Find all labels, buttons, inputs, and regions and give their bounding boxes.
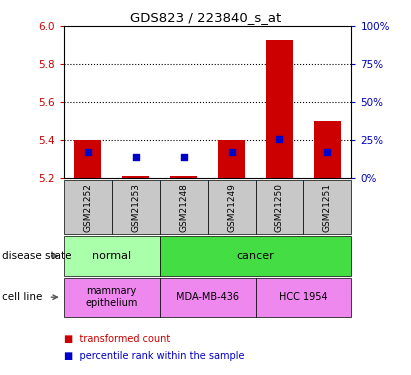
Text: GSM21249: GSM21249 — [227, 183, 236, 232]
Text: GSM21250: GSM21250 — [275, 183, 284, 232]
Text: HCC 1954: HCC 1954 — [279, 292, 328, 302]
Text: GSM21251: GSM21251 — [323, 183, 332, 232]
Bar — [74, 140, 101, 178]
Text: disease state: disease state — [2, 251, 72, 261]
Text: cancer: cancer — [237, 251, 275, 261]
Text: GDS823 / 223840_s_at: GDS823 / 223840_s_at — [130, 11, 281, 24]
Point — [132, 154, 139, 160]
Point — [324, 148, 331, 154]
Text: GSM21252: GSM21252 — [83, 183, 92, 232]
Bar — [314, 121, 341, 178]
Text: mammary
epithelium: mammary epithelium — [85, 286, 138, 308]
Text: ■  transformed count: ■ transformed count — [64, 334, 170, 344]
Bar — [122, 176, 149, 178]
Point — [228, 150, 235, 156]
Point — [180, 154, 187, 160]
Text: normal: normal — [92, 251, 131, 261]
Text: cell line: cell line — [2, 292, 42, 302]
Point — [276, 136, 283, 142]
Text: GSM21248: GSM21248 — [179, 183, 188, 232]
Text: MDA-MB-436: MDA-MB-436 — [176, 292, 239, 302]
Bar — [171, 176, 197, 178]
Point — [84, 150, 91, 156]
Text: ■  percentile rank within the sample: ■ percentile rank within the sample — [64, 351, 244, 361]
Text: GSM21253: GSM21253 — [131, 183, 140, 232]
Bar — [218, 140, 245, 178]
Bar — [266, 39, 293, 178]
